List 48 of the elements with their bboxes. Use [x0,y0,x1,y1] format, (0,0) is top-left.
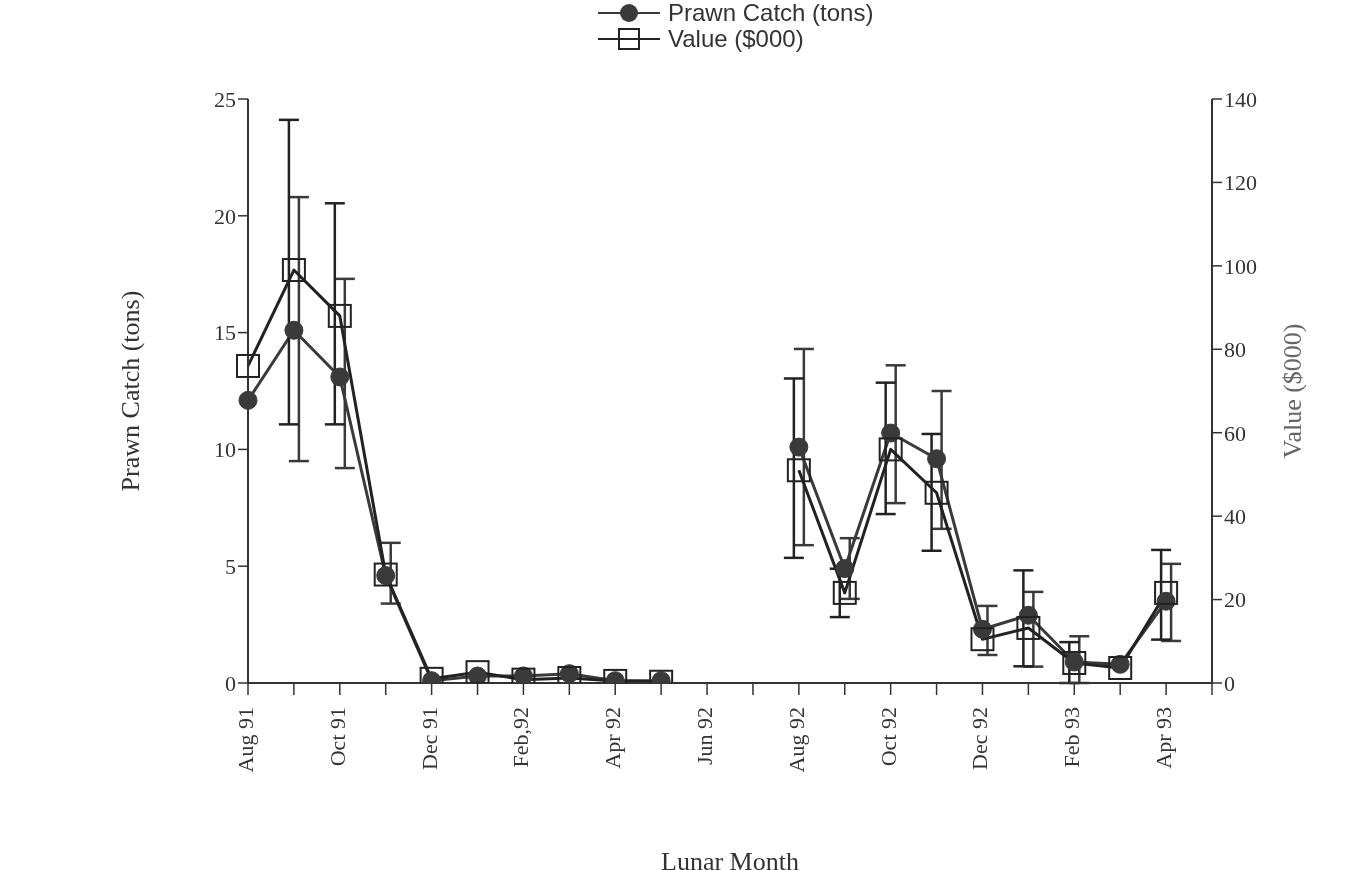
y-tick-label: 15 [214,320,236,346]
x-tick-label: Oct 91 [324,707,350,767]
point [970,627,995,652]
y-tick-label: 0 [225,670,236,696]
y-axis-title: Prawn Catch (tons) [116,290,146,492]
point [1154,580,1179,605]
y-tick-label: 25 [214,86,236,112]
legend-label: Value ($000) [668,25,804,52]
point [330,367,350,387]
legend-label: Prawn Catch (tons) [668,0,874,26]
x-tick-label: Oct 92 [875,707,901,767]
x-tick-label: Dec 91 [416,707,442,770]
x-tick-label: Jun 92 [692,707,718,766]
x-tick-label: Aug 91 [233,707,258,773]
point [236,353,260,378]
point [832,580,857,605]
point [927,449,947,469]
y-tick-label: 5 [225,554,236,580]
point [1016,615,1041,640]
point [835,559,855,579]
y2-tick-label: 60 [1224,420,1246,446]
x-tick-label: Aug 92 [783,707,809,773]
point [1108,655,1133,680]
point [465,660,490,683]
y2-axis-title: Value ($000) [1278,323,1308,459]
x-tick-label: Apr 92 [600,707,626,769]
y2-tick-label: 40 [1224,503,1246,529]
point [789,437,809,457]
x-tick-label: Dec 92 [967,707,993,770]
point [786,458,811,483]
point [327,303,352,328]
y2-tick-label: 0 [1224,670,1235,696]
point [878,437,903,462]
y2-tick-label: 80 [1224,337,1246,363]
y-tick-label: 20 [214,203,236,229]
y2-tick-label: 20 [1224,587,1246,613]
y-tick-label: 10 [214,437,236,463]
y2-tick-label: 120 [1224,170,1257,196]
point [281,258,306,283]
x-tick-label: Feb 93 [1059,707,1085,768]
x-tick-label: Feb,92 [508,707,534,768]
point [238,390,258,410]
x-tick-label: Apr 93 [1151,707,1177,769]
point [284,320,304,340]
y2-tick-label: 140 [1224,86,1257,112]
point [924,480,949,505]
y2-tick-label: 100 [1224,253,1257,279]
x-axis-title: Lunar Month [661,847,799,870]
